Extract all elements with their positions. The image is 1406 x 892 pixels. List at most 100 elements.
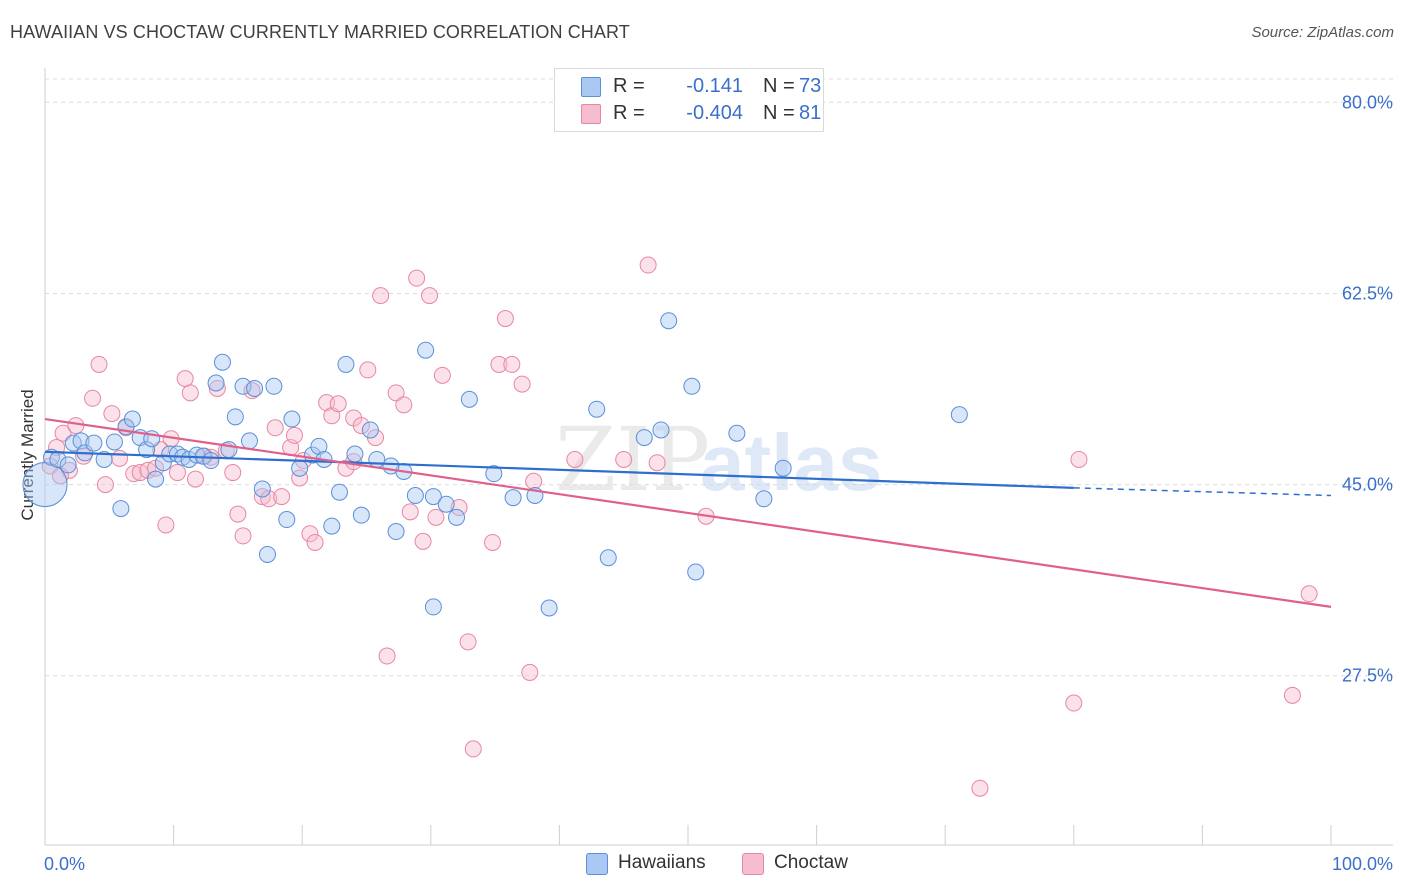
data-point-choctaw xyxy=(352,417,370,435)
trend-line-hawaiians xyxy=(44,450,1074,489)
data-point-hawaiians xyxy=(437,495,455,513)
data-point-choctaw xyxy=(496,310,514,328)
data-point-choctaw xyxy=(615,450,633,468)
data-point-hawaiians xyxy=(448,508,466,526)
data-point-choctaw xyxy=(67,417,85,435)
data-point-hawaiians xyxy=(105,433,123,451)
bottom-legend-label-choctaw: Choctaw xyxy=(774,852,848,873)
data-point-hawaiians xyxy=(352,506,370,524)
watermark-zip: ZIP xyxy=(555,408,710,511)
data-point-choctaw xyxy=(273,488,291,506)
data-point-hawaiians xyxy=(95,450,113,468)
bottom-legend-swatch-choctaw xyxy=(742,853,764,875)
data-point-choctaw xyxy=(125,465,143,483)
data-point-choctaw xyxy=(291,469,309,487)
data-point-choctaw xyxy=(181,384,199,402)
tick-labels: 27.5% 45.0% 62.5% 80.0% 0.0% 100.0% xyxy=(44,92,1393,874)
data-point-choctaw xyxy=(490,355,508,373)
data-point-hawaiians xyxy=(59,456,77,474)
data-point-choctaw xyxy=(1070,450,1088,468)
data-point-hawaiians xyxy=(291,459,309,477)
x-tick-label: 0.0% xyxy=(44,854,85,874)
bottom-legend-label-hawaiians: Hawaiians xyxy=(618,852,706,873)
data-point-choctaw xyxy=(648,454,666,472)
y-tick-label: 62.5% xyxy=(1342,283,1393,303)
trend-line-hawaiians-extension xyxy=(1073,487,1332,497)
data-point-choctaw xyxy=(152,441,170,459)
data-point-hawaiians xyxy=(180,450,198,468)
data-point-choctaw xyxy=(1065,694,1083,712)
data-point-hawaiians xyxy=(323,517,341,535)
legend-r-value: -0.404 xyxy=(686,102,743,124)
axes xyxy=(44,68,1393,846)
data-point-choctaw xyxy=(433,366,451,384)
data-point-choctaw xyxy=(372,287,390,305)
x-tick-label: 100.0% xyxy=(1332,854,1393,874)
data-point-hawaiians xyxy=(485,465,503,483)
data-point-choctaw xyxy=(450,499,468,517)
data-point-choctaw xyxy=(96,476,114,494)
legend-swatch-hawaiians xyxy=(581,77,601,97)
data-point-hawaiians xyxy=(283,410,301,428)
y-tick-label: 45.0% xyxy=(1342,475,1393,495)
data-point-hawaiians xyxy=(755,490,773,508)
data-point-hawaiians xyxy=(310,437,328,455)
watermark: ZIP atlas xyxy=(555,408,882,511)
data-point-hawaiians xyxy=(240,432,258,450)
data-point-hawaiians xyxy=(588,400,606,418)
data-point-choctaw xyxy=(639,256,657,274)
data-point-choctaw xyxy=(224,464,242,482)
data-point-choctaw xyxy=(521,663,539,681)
data-point-choctaw xyxy=(566,450,584,468)
data-point-hawaiians xyxy=(346,445,364,463)
bottom-legend-swatch-hawaiians xyxy=(586,853,608,875)
data-point-choctaw xyxy=(90,355,108,373)
chart-title: HAWAIIAN VS CHOCTAW CURRENTLY MARRIED CO… xyxy=(10,22,630,42)
data-point-hawaiians xyxy=(253,480,271,498)
data-point-hawaiians xyxy=(154,454,172,472)
data-point-hawaiians xyxy=(368,450,386,468)
data-point-choctaw xyxy=(971,779,989,797)
data-point-hawaiians xyxy=(652,421,670,439)
data-point-choctaw xyxy=(459,633,477,651)
data-point-choctaw xyxy=(1300,585,1318,603)
data-point-hawaiians xyxy=(246,379,264,397)
legend-n-value: 73 xyxy=(799,75,822,97)
data-point-choctaw xyxy=(208,379,226,397)
data-point-choctaw xyxy=(260,490,278,508)
data-point-choctaw xyxy=(427,508,445,526)
data-point-hawaiians xyxy=(424,488,442,506)
data-point-hawaiians xyxy=(460,390,478,408)
data-point-hawaiians xyxy=(213,353,231,371)
data-point-choctaw xyxy=(301,525,319,543)
data-point-choctaw xyxy=(484,533,502,551)
trend-line-choctaw xyxy=(44,417,1332,608)
data-point-choctaw xyxy=(513,375,531,393)
data-point-hawaiians xyxy=(406,486,424,504)
data-point-hawaiians xyxy=(687,563,705,581)
data-point-choctaw xyxy=(103,405,121,423)
data-point-choctaw xyxy=(84,389,102,407)
data-point-choctaw xyxy=(387,384,405,402)
data-point-hawaiians xyxy=(202,452,220,470)
y-tick-label: 80.0% xyxy=(1342,92,1393,112)
data-point-hawaiians xyxy=(147,470,165,488)
data-point-hawaiians xyxy=(660,312,678,330)
legend-n-value: 81 xyxy=(799,102,822,124)
data-point-choctaw xyxy=(464,740,482,758)
data-point-choctaw xyxy=(168,464,186,482)
data-point-hawaiians xyxy=(950,406,968,424)
data-point-hawaiians xyxy=(138,441,156,459)
data-point-choctaw xyxy=(329,395,347,413)
data-point-hawaiians xyxy=(361,421,379,439)
data-point-hawaiians xyxy=(207,374,225,392)
data-point-choctaw xyxy=(414,532,432,550)
legend-r-label: R = xyxy=(613,75,645,97)
data-point-hawaiians xyxy=(330,483,348,501)
legend-r-value: -0.141 xyxy=(686,75,743,97)
watermark-atlas: atlas xyxy=(700,418,882,507)
data-point-choctaw xyxy=(1283,686,1301,704)
data-point-hawaiians xyxy=(504,489,522,507)
trend-lines xyxy=(44,417,1332,608)
